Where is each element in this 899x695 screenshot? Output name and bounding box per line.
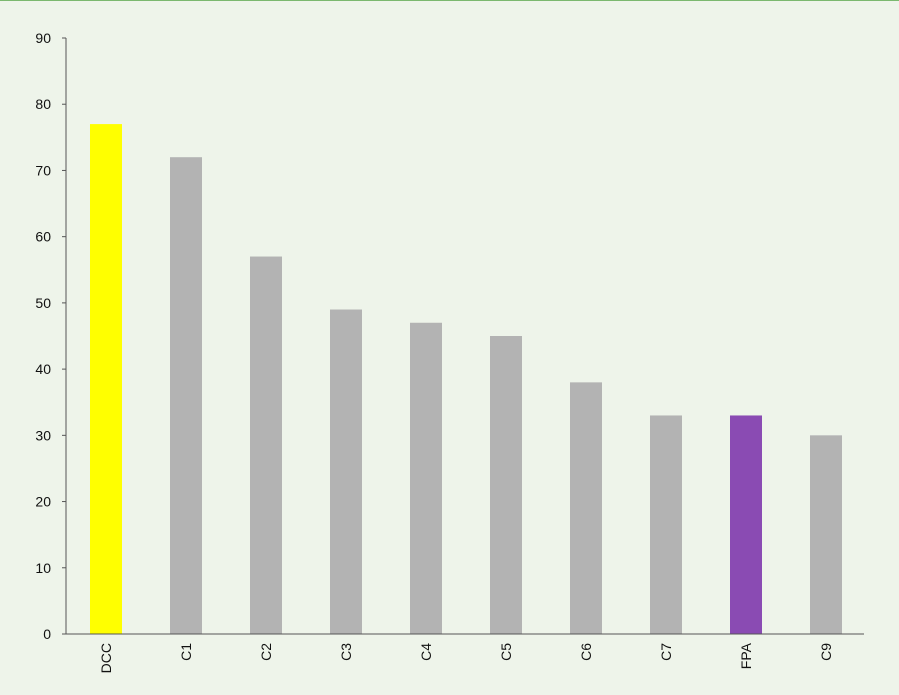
y-tick-label: 60 <box>35 229 51 245</box>
y-tick-label: 90 <box>35 30 51 46</box>
bar-c3 <box>330 309 362 634</box>
bar-fpa <box>730 415 762 634</box>
x-tick-label: C5 <box>498 643 514 661</box>
x-tick-label: C3 <box>338 643 354 661</box>
y-tick-label: 70 <box>35 162 51 178</box>
y-tick-label: 40 <box>35 361 51 377</box>
bar-c4 <box>410 322 442 634</box>
bar-c9 <box>810 435 842 634</box>
y-tick-label: 20 <box>35 494 51 510</box>
x-tick-label: C9 <box>818 643 834 661</box>
bar-c5 <box>490 336 522 634</box>
bar-c1 <box>170 157 202 634</box>
y-tick-label: 30 <box>35 427 51 443</box>
x-tick-label: C7 <box>658 643 674 661</box>
bar-c7 <box>650 415 682 634</box>
y-axis-ticks: 0 10 20 30 40 50 60 70 80 90 <box>35 30 66 642</box>
y-tick-label: 0 <box>43 626 51 642</box>
x-tick-label: C2 <box>258 643 274 661</box>
bar-c2 <box>250 256 282 634</box>
y-tick-label: 10 <box>35 560 51 576</box>
x-tick-label: C6 <box>578 643 594 661</box>
x-tick-label: FPA <box>738 642 754 669</box>
y-tick-label: 80 <box>35 96 51 112</box>
x-tick-label: C1 <box>178 643 194 661</box>
y-tick-label: 50 <box>35 295 51 311</box>
x-tick-label: C4 <box>418 643 434 661</box>
bar-dcc <box>90 124 122 634</box>
bar-c6 <box>570 382 602 634</box>
x-axis-labels: DCC C1 C2 C3 C4 C5 C6 C7 FPA C9 <box>98 642 834 673</box>
bars <box>90 124 842 634</box>
x-tick-label: DCC <box>98 643 114 673</box>
